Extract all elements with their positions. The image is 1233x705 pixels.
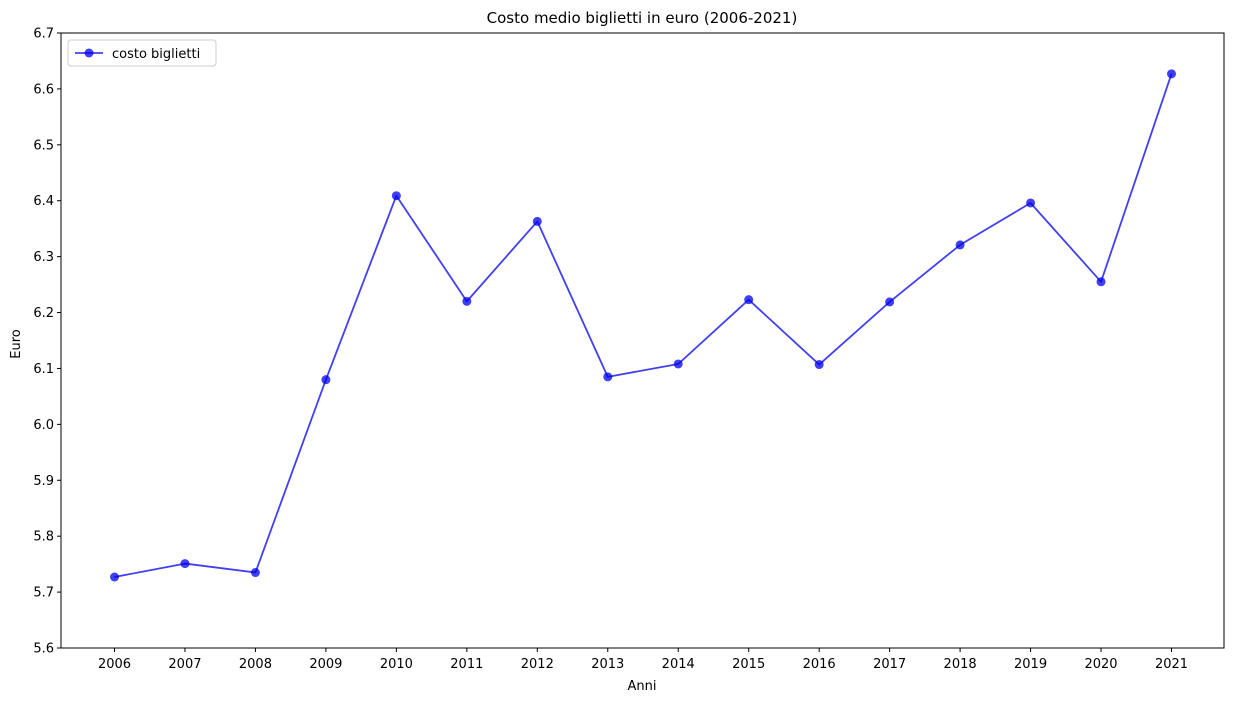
data-point [180, 559, 190, 569]
chart-title: Costo medio biglietti in euro (2006-2021… [487, 9, 798, 27]
data-point [250, 568, 260, 578]
y-tick-label: 5.7 [33, 586, 54, 601]
legend: costo biglietti [67, 39, 217, 67]
x-tick-label: 2017 [873, 657, 906, 672]
x-tick-label: 2013 [591, 657, 624, 672]
legend-box [67, 39, 217, 67]
y-tick-label: 6.3 [33, 250, 54, 265]
y-tick-label: 6.6 [33, 82, 54, 97]
data-point [603, 372, 613, 382]
y-tick-label: 6.1 [33, 362, 54, 377]
data-point [744, 295, 754, 305]
data-point [110, 572, 119, 582]
x-tick-label: 2010 [380, 657, 413, 672]
y-tick-label: 6.5 [33, 138, 54, 153]
data-point [532, 216, 542, 226]
y-tick-label: 6.0 [33, 418, 54, 433]
y-tick-label: 6.4 [33, 194, 54, 209]
x-tick-label: 2021 [1155, 657, 1188, 672]
legend-marker-swatch [84, 48, 94, 58]
x-tick-label: 2015 [732, 657, 765, 672]
data-point [1096, 277, 1106, 287]
data-point [1026, 198, 1036, 208]
y-tick-label: 5.8 [33, 530, 54, 545]
data-point [391, 191, 401, 201]
series-line [114, 73, 1173, 578]
x-tick-label: 2007 [168, 657, 201, 672]
data-point [673, 359, 683, 369]
data-point [462, 296, 472, 306]
y-tick-label: 6.2 [33, 306, 54, 321]
y-tick-label: 6.7 [33, 27, 54, 42]
plot-area-frame [60, 32, 1225, 649]
x-tick-label: 2014 [662, 657, 695, 672]
data-point [955, 240, 965, 250]
x-tick-label: 2019 [1014, 657, 1047, 672]
x-axis-label: Anni [628, 679, 657, 694]
data-point [1167, 69, 1176, 79]
x-tick-label: 2016 [803, 657, 836, 672]
x-tick-label: 2011 [450, 657, 483, 672]
x-tick-label: 2008 [239, 657, 272, 672]
data-point [885, 297, 895, 307]
x-tick-label: 2012 [521, 657, 554, 672]
data-point [814, 360, 824, 370]
x-tick-label: 2018 [944, 657, 977, 672]
y-axis-label: Euro [9, 329, 24, 359]
x-tick-label: 2006 [98, 657, 131, 672]
y-tick-label: 5.6 [33, 642, 54, 657]
legend-entry-label: costo biglietti [112, 47, 200, 62]
x-tick-label: 2009 [309, 657, 342, 672]
y-tick-label: 5.9 [33, 474, 54, 489]
data-point [321, 375, 331, 385]
plot-layer: 5.6 5.7 5.8 5.9 6.0 6.1 6.2 6.3 6.4 6.5 6.6 6.7 2006… [33, 27, 1188, 673]
x-tick-label: 2020 [1084, 657, 1117, 672]
